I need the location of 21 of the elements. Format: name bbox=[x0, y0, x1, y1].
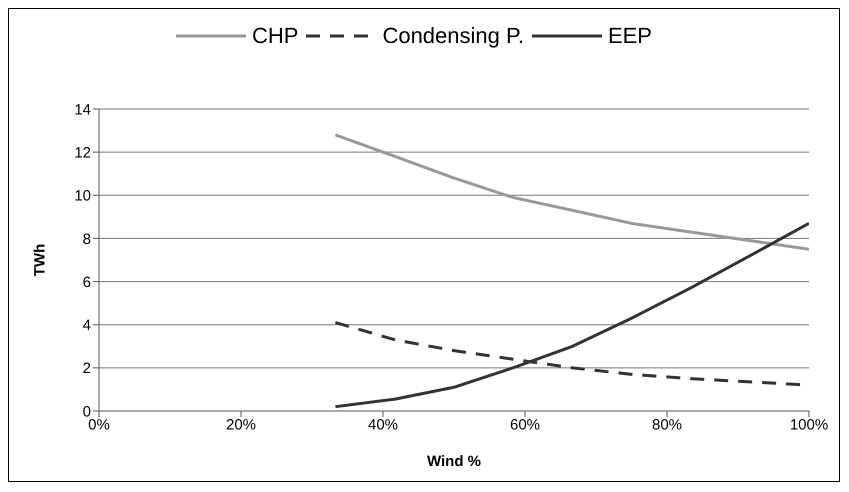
x-tick-label: 40% bbox=[368, 416, 398, 434]
y-tick-label: 2 bbox=[82, 360, 91, 378]
y-tick-label: 14 bbox=[74, 101, 91, 118]
legend-label: Condensing P. bbox=[382, 23, 524, 49]
y-tick-label: 10 bbox=[74, 188, 91, 205]
y-tick-label: 8 bbox=[82, 230, 91, 248]
x-tick-label: 0% bbox=[88, 416, 110, 434]
line-series bbox=[334, 222, 809, 408]
x-tick-label: 80% bbox=[652, 416, 682, 434]
legend-label: CHP bbox=[252, 23, 298, 49]
x-tick-label: 100% bbox=[790, 416, 828, 434]
y-axis-title: TWh bbox=[31, 244, 48, 276]
y-tick-label: 4 bbox=[82, 317, 91, 334]
x-axis-title: Wind % bbox=[426, 453, 482, 470]
x-tick-label: 20% bbox=[226, 416, 256, 434]
legend-label: EEP bbox=[608, 23, 652, 49]
y-tick-label: 6 bbox=[82, 274, 91, 291]
y-tick-label: 0 bbox=[82, 403, 91, 420]
x-tick-label: 60% bbox=[510, 416, 540, 434]
y-tick-label: 12 bbox=[74, 144, 91, 162]
line-series bbox=[334, 133, 809, 251]
